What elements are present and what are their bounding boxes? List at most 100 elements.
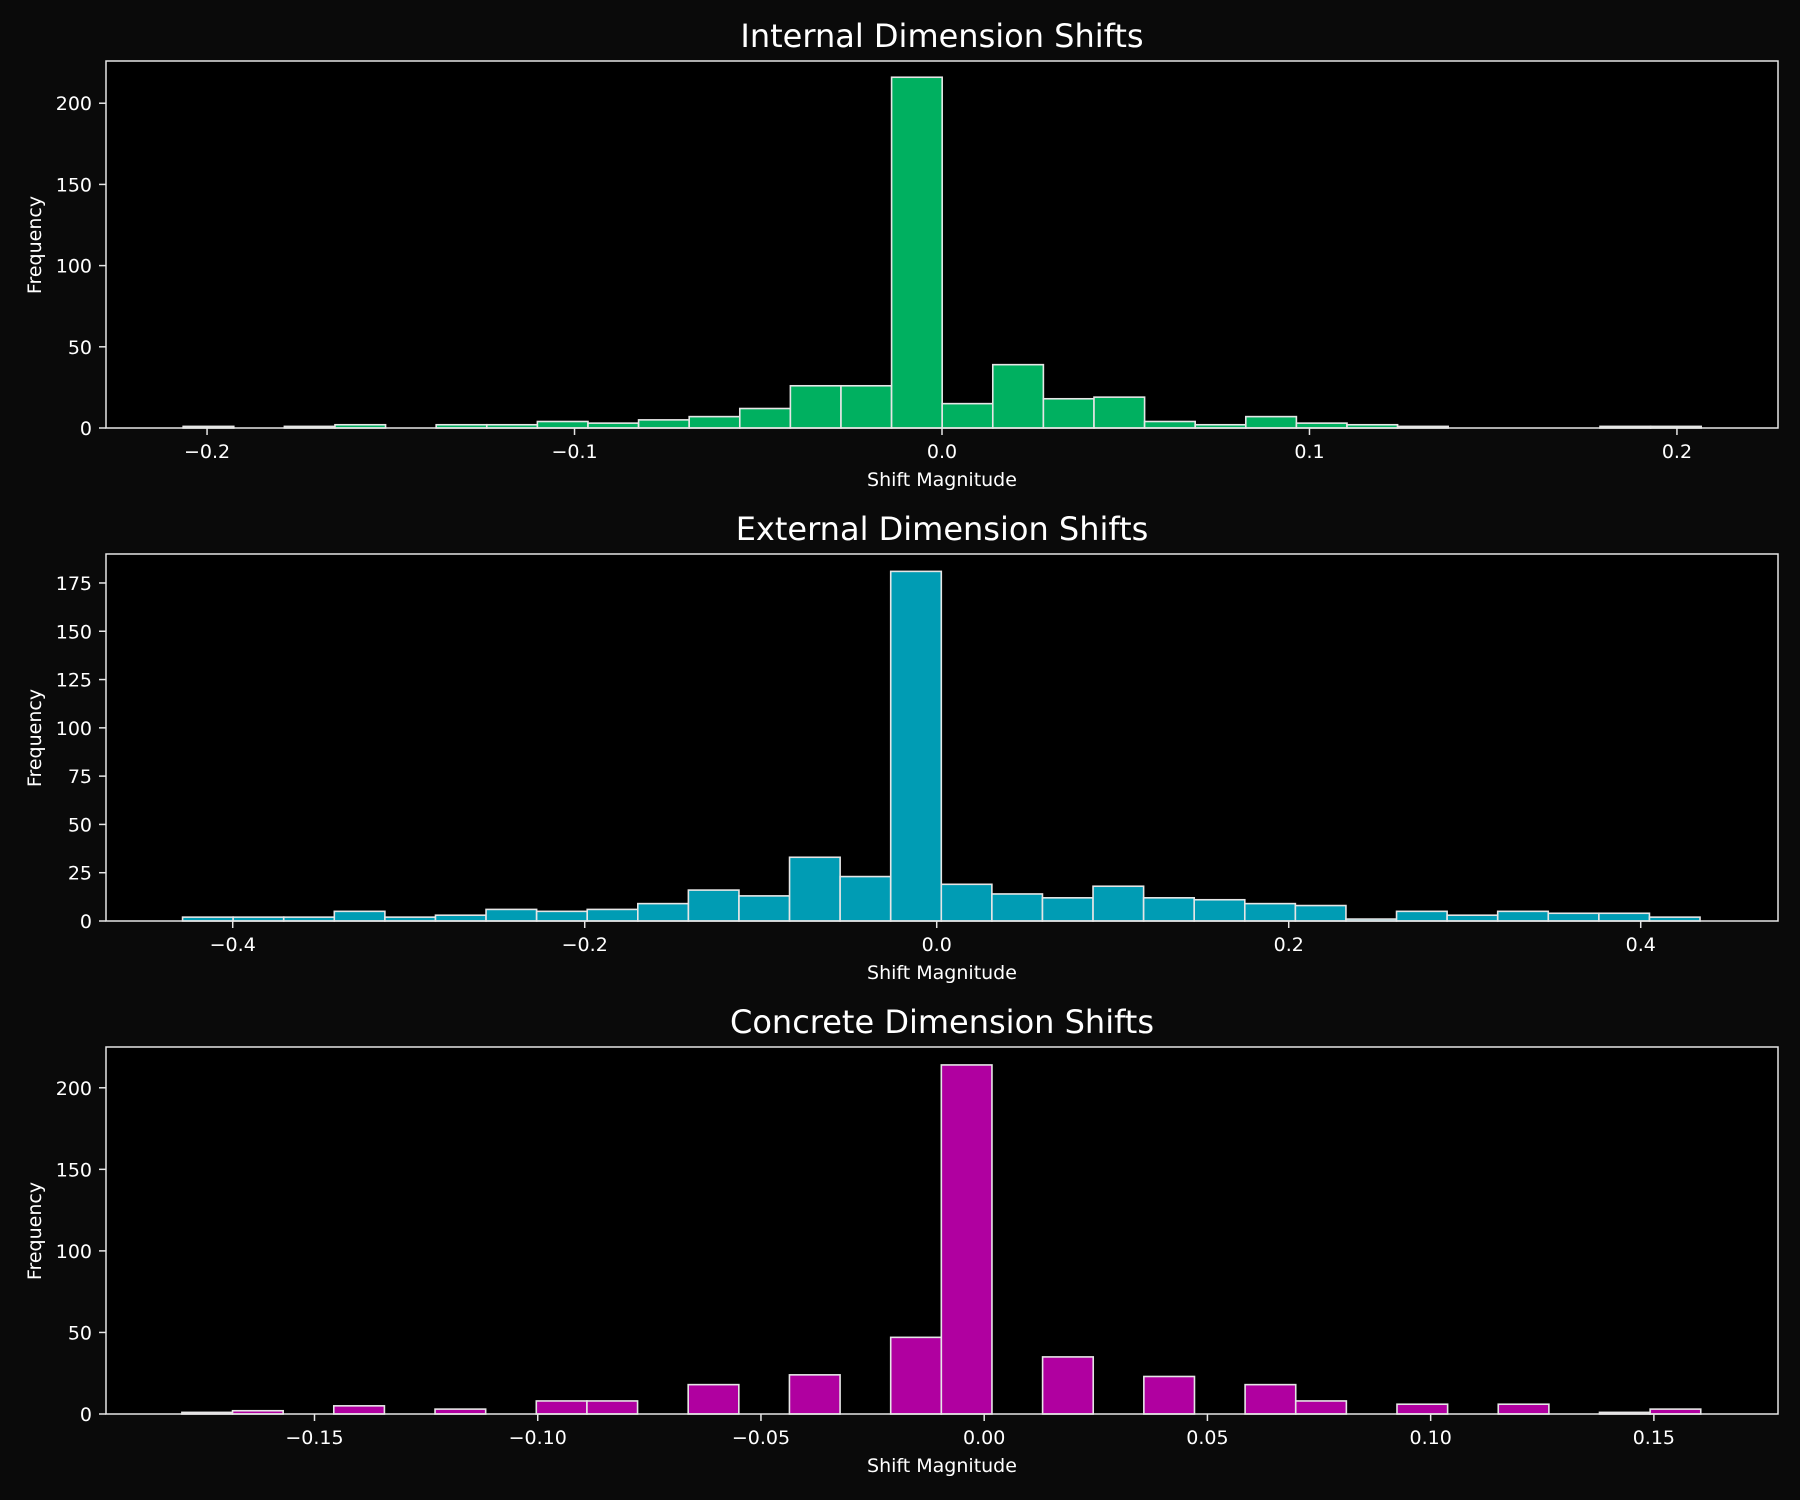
y-tick-label: 0: [80, 418, 92, 440]
x-tick-label: 0.0: [922, 934, 952, 956]
histogram-bar: [940, 883, 993, 922]
x-tick-label: 0.2: [1274, 934, 1304, 956]
histogram-bar: [637, 419, 690, 429]
x-tick-label: 0.4: [1626, 934, 1656, 956]
x-axis-label: Shift Magnitude: [867, 1455, 1017, 1477]
histogram-bar: [1395, 910, 1448, 922]
concrete-shifts-panel: Concrete Dimension Shifts −0.15 −0.10 −0.0…: [24, 1003, 1779, 1477]
y-axis-ticks: 0 50 100 150 200: [56, 93, 106, 440]
x-tick-label: 0.1: [1294, 441, 1324, 463]
histogram-bar: [1294, 904, 1347, 922]
histogram-bar: [1143, 1375, 1196, 1415]
histogram-bar: [889, 1336, 943, 1415]
histogram-bar: [1041, 897, 1094, 922]
histogram-bar: [991, 363, 1045, 429]
y-tick-label: 50: [68, 337, 92, 359]
histogram-bars: [182, 76, 1702, 429]
x-axis-ticks: −0.4 −0.2 0.0 0.2 0.4: [210, 921, 1656, 956]
x-tick-label: −0.2: [184, 441, 230, 463]
histogram-bar: [1243, 902, 1297, 922]
y-tick-label: 200: [56, 93, 92, 115]
histogram-bar: [1446, 914, 1499, 922]
histogram-bar: [738, 895, 791, 922]
histogram-bars: [181, 1064, 1702, 1415]
histogram-bar: [1244, 1383, 1297, 1415]
histogram-bar: [940, 1064, 993, 1415]
y-axis-label: Frequency: [24, 1182, 46, 1280]
y-tick-label: 50: [68, 1322, 92, 1344]
external-shifts-panel: External Dimension Shifts −0.4 −0.2 0.0 0.2…: [24, 510, 1779, 984]
histogram-bar: [991, 893, 1044, 922]
x-tick-label: 0.0: [927, 441, 957, 463]
histogram-bar: [586, 1400, 639, 1415]
histogram-bar: [1143, 420, 1196, 429]
y-tick-label: 75: [68, 766, 92, 788]
histogram-bar: [1042, 397, 1095, 429]
histogram-bar: [1193, 898, 1246, 922]
x-tick-label: −0.15: [285, 1427, 343, 1449]
y-tick-label: 150: [56, 621, 92, 643]
y-tick-label: 100: [56, 718, 92, 740]
histogram-bar: [687, 889, 740, 922]
x-tick-label: −0.10: [509, 1427, 567, 1449]
histogram-bar: [1496, 910, 1550, 922]
histogram-bar: [434, 914, 487, 922]
histogram-bar: [485, 908, 538, 922]
x-axis-ticks: −0.2 −0.1 0.0 0.1 0.2: [184, 428, 1692, 463]
x-tick-label: −0.05: [732, 1427, 790, 1449]
y-tick-label: 0: [80, 1404, 92, 1426]
y-tick-label: 100: [56, 256, 92, 278]
x-tick-label: 0.15: [1633, 1427, 1675, 1449]
chart-title: Concrete Dimension Shifts: [730, 1003, 1154, 1041]
histogram-bar: [789, 384, 842, 429]
histogram-bar: [1547, 912, 1600, 922]
histogram-bar: [687, 1383, 740, 1415]
y-tick-label: 200: [56, 1078, 92, 1100]
y-axis-label: Frequency: [24, 689, 46, 787]
histogram-bar: [1396, 1403, 1449, 1415]
plot-frame: [105, 1046, 1779, 1415]
histogram-bar: [688, 415, 741, 429]
plot-frame: [105, 553, 1779, 922]
x-tick-label: 0.05: [1186, 1427, 1228, 1449]
x-axis-label: Shift Magnitude: [867, 962, 1017, 984]
histogram-bar: [1294, 1400, 1348, 1415]
chart-title: External Dimension Shifts: [736, 510, 1149, 548]
x-tick-label: 0.00: [963, 1427, 1005, 1449]
histogram-bar: [1093, 396, 1146, 429]
histogram-bar: [738, 407, 792, 429]
y-tick-label: 50: [68, 814, 92, 836]
x-axis-ticks: −0.15 −0.10 −0.05 0.00 0.05 0.10 0.15: [285, 1414, 1675, 1449]
histogram-bar: [889, 570, 943, 922]
chart-title: Internal Dimension Shifts: [740, 17, 1143, 55]
x-tick-label: −0.4: [210, 934, 256, 956]
x-tick-label: 0.2: [1662, 441, 1692, 463]
histogram-bar: [1497, 1403, 1550, 1415]
histogram-bar: [1041, 1356, 1095, 1415]
histogram-bar: [840, 384, 893, 429]
histogram-bar: [333, 910, 386, 922]
y-tick-label: 25: [68, 863, 92, 885]
histogram-bar: [536, 420, 589, 429]
histogram-bar: [839, 875, 892, 922]
histogram-bar: [1142, 897, 1196, 922]
y-tick-label: 175: [56, 573, 92, 595]
y-tick-label: 150: [56, 1159, 92, 1181]
x-tick-label: −0.2: [562, 934, 608, 956]
x-tick-label: −0.1: [551, 441, 597, 463]
histogram-bar: [636, 902, 690, 922]
histogram-bar: [535, 910, 589, 922]
y-tick-label: 150: [56, 174, 92, 196]
y-tick-label: 125: [56, 670, 92, 692]
histogram-bar: [941, 402, 994, 429]
histogram-bar: [332, 1405, 386, 1415]
histogram-bar: [1598, 912, 1651, 922]
histogram-bar: [1244, 415, 1298, 429]
histogram-bar: [535, 1400, 588, 1415]
histogram-bar: [1092, 885, 1145, 922]
y-axis-ticks: 0 25 50 75 100 125 150 175: [56, 573, 106, 933]
x-axis-label: Shift Magnitude: [867, 469, 1017, 491]
histogram-bar: [788, 856, 841, 922]
histogram-bar: [890, 76, 943, 429]
